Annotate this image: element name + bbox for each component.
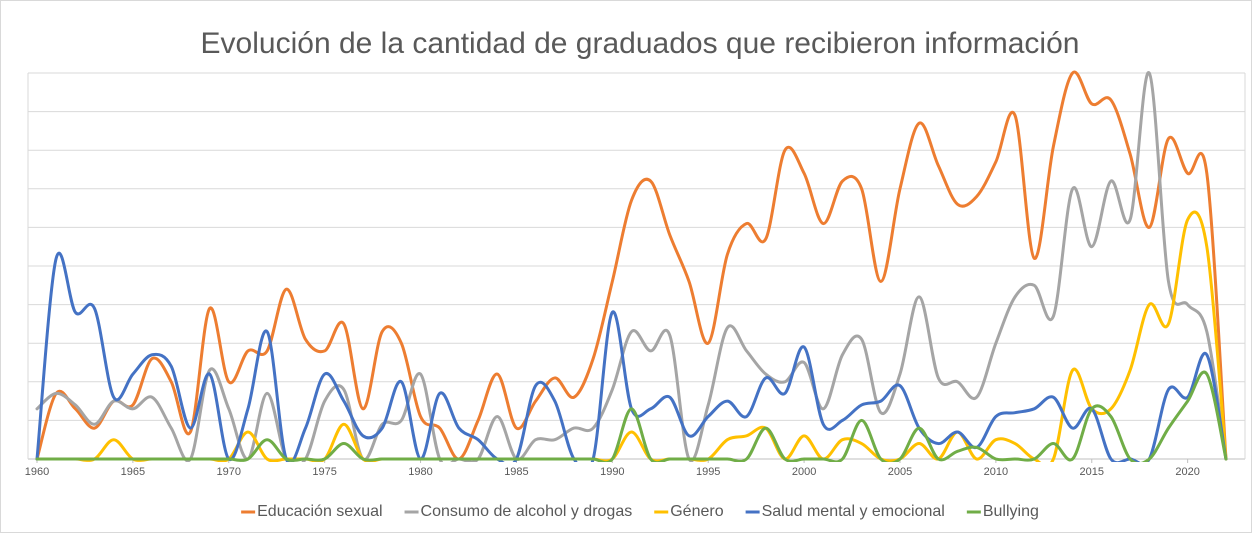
x-tick-label: 1995	[696, 466, 720, 478]
legend-label: Género	[670, 503, 723, 520]
x-tick-label: 2005	[888, 466, 912, 478]
legend-label: Educación sexual	[257, 503, 382, 520]
x-tick-label: 1960	[25, 466, 49, 478]
x-tick-label: 1990	[600, 466, 624, 478]
x-tick-label: 2015	[1080, 466, 1104, 478]
legend-label: Bullying	[983, 503, 1039, 520]
x-tick-label: 2020	[1175, 466, 1199, 478]
legend-label: Consumo de alcohol y drogas	[421, 503, 633, 520]
legend-label: Salud mental y emocional	[762, 503, 945, 520]
x-tick-label: 2000	[792, 466, 816, 478]
data-line	[35, 370, 1228, 462]
data-line	[35, 70, 1228, 461]
x-tick-label: 1980	[408, 466, 432, 478]
x-tick-label: 1975	[312, 466, 336, 478]
chart-title: Evolución de la cantidad de graduados qu…	[201, 27, 1080, 60]
x-tick-label: 1985	[504, 466, 528, 478]
data-line	[35, 251, 1228, 462]
x-tick-label: 1965	[121, 466, 145, 478]
x-tick-label: 1970	[217, 466, 241, 478]
x-tick-label: 2010	[984, 466, 1008, 478]
